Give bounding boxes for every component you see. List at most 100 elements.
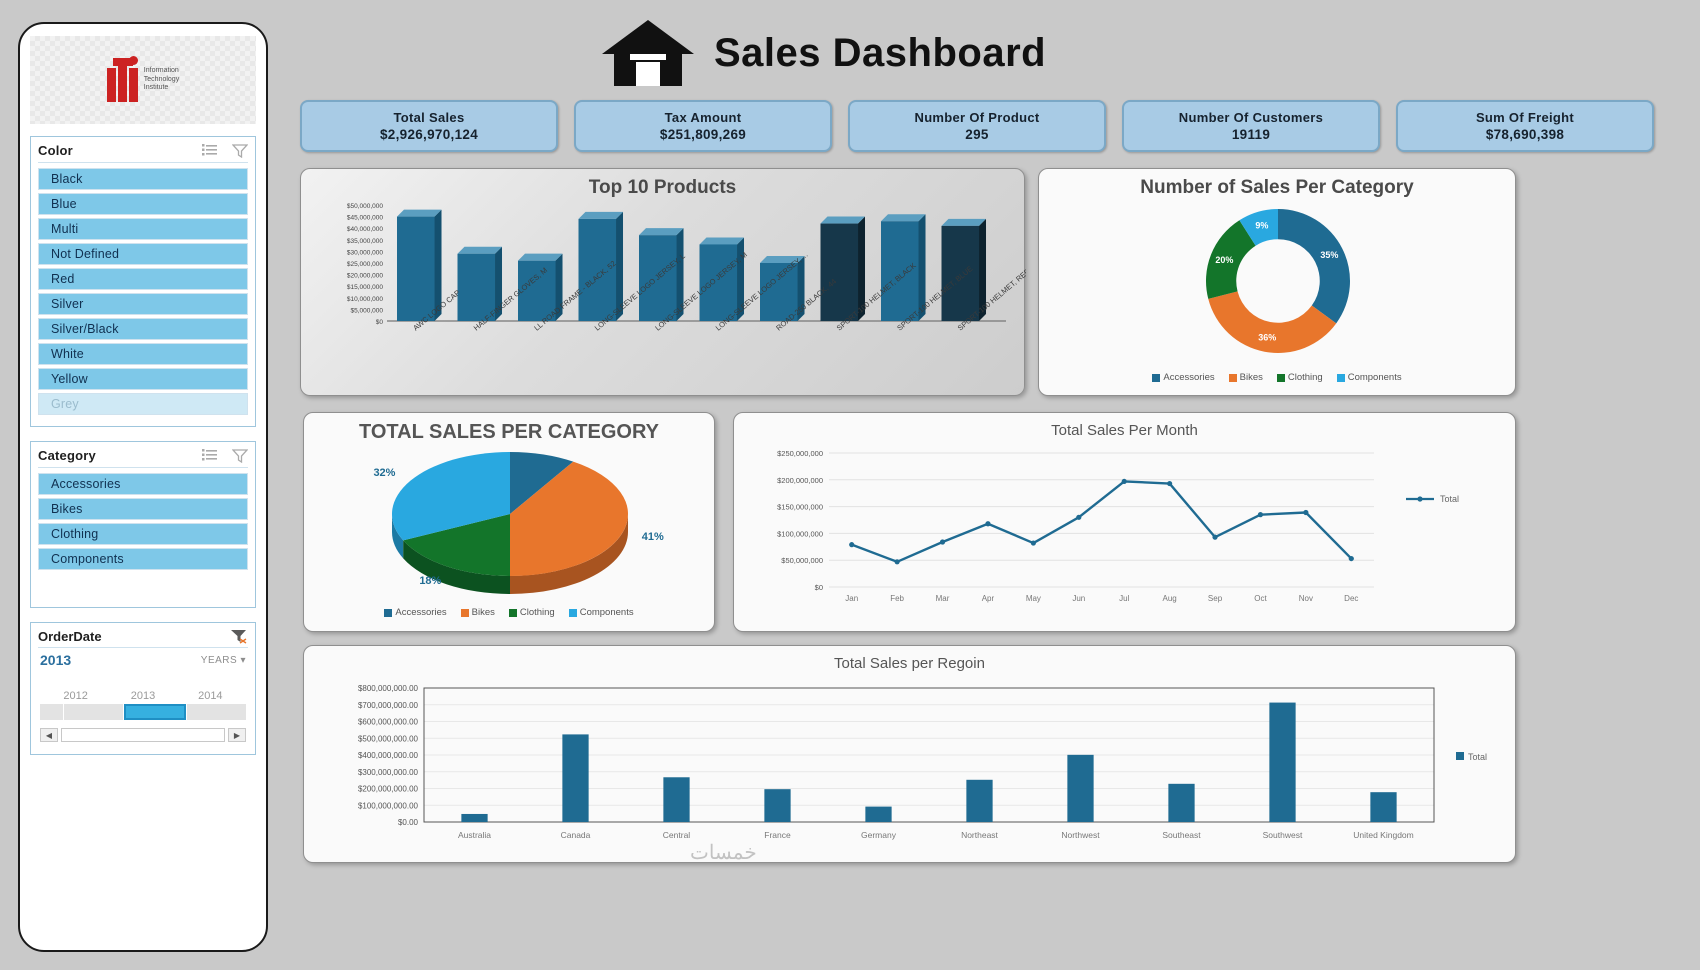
pie-plot: 9% 41% 18% 32% xyxy=(373,434,664,594)
kpi-card-tax-amount[interactable]: Tax Amount $251,809,269 xyxy=(574,100,832,152)
svg-text:$200,000,000: $200,000,000 xyxy=(777,476,823,485)
timeline-year-label: 2014 xyxy=(198,690,223,702)
chevron-down-icon: ▾ xyxy=(240,654,246,666)
timeline-scrollbar[interactable]: ◀ ▶ xyxy=(38,728,248,742)
chart-title: Top 10 Products xyxy=(588,177,737,198)
timeline-cell-2013-selected[interactable] xyxy=(123,704,187,720)
svg-text:Sep: Sep xyxy=(1208,594,1223,603)
slicer-color-header: Color xyxy=(38,143,248,163)
slicer-item[interactable]: White xyxy=(38,343,248,365)
chart-number-of-sales-per-category[interactable]: Number of Sales Per Category 35% 36% 20% 9%… xyxy=(1038,168,1516,396)
slicer-item-disabled[interactable]: Grey xyxy=(38,393,248,415)
legend-item: Clothing xyxy=(508,607,555,618)
legend-label: Components xyxy=(1347,372,1402,383)
kpi-card-number-of-product[interactable]: Number Of Product 295 xyxy=(848,100,1106,152)
svg-text:$20,000,000: $20,000,000 xyxy=(347,273,384,280)
scroll-right-icon[interactable]: ▶ xyxy=(228,728,246,742)
svg-text:$300,000,000.00: $300,000,000.00 xyxy=(358,768,419,777)
chart-total-sales-per-region[interactable]: Total Sales per Regoin $800,000,000.00 $7… xyxy=(303,645,1516,863)
multi-select-icon[interactable] xyxy=(202,448,218,463)
chart-top-10-products[interactable]: Top 10 Products $50,000,000 $45,000,000 $4… xyxy=(300,168,1032,396)
timeline-scroll-track[interactable] xyxy=(61,728,225,742)
slicer-color: Color Black Blue Multi Not xyxy=(30,136,256,427)
logo-text: Information Technology Institute xyxy=(144,67,179,93)
svg-text:United Kingdom: United Kingdom xyxy=(1353,830,1413,840)
svg-text:Jan: Jan xyxy=(845,594,858,603)
slicer-category-items: Accessories Bikes Clothing Components xyxy=(38,473,248,570)
svg-text:$100,000,000: $100,000,000 xyxy=(777,529,823,538)
clear-filter-icon[interactable] xyxy=(232,448,248,463)
svg-text:20%: 20% xyxy=(1215,255,1233,265)
slicer-item[interactable]: Accessories xyxy=(38,473,248,495)
scroll-left-icon[interactable]: ◀ xyxy=(40,728,58,742)
svg-text:$10,000,000: $10,000,000 xyxy=(347,296,384,303)
kpi-value: $78,690,398 xyxy=(1485,127,1565,142)
legend-item: Accessories xyxy=(384,607,447,618)
slicer-item[interactable]: Black xyxy=(38,168,248,190)
kpi-card-total-sales[interactable]: Total Sales $2,926,970,124 xyxy=(300,100,558,152)
svg-text:Southeast: Southeast xyxy=(1162,830,1201,840)
timeline-cell-2012[interactable] xyxy=(64,704,123,720)
svg-text:9%: 9% xyxy=(544,444,560,446)
slicer-item[interactable]: Clothing xyxy=(38,523,248,545)
svg-text:18%: 18% xyxy=(419,575,441,587)
timeline-track[interactable] xyxy=(38,704,248,720)
donut-plot: 35% 36% 20% 9% xyxy=(1206,209,1350,354)
region-plot: $800,000,000.00 $700,000,000.00 $600,000,0… xyxy=(358,684,1487,840)
kpi-card-sum-of-freight[interactable]: Sum Of Freight $78,690,398 xyxy=(1396,100,1654,152)
kpi-label: Tax Amount xyxy=(664,110,742,125)
chart-title: TOTAL SALES PER CATEGORY xyxy=(358,421,660,443)
slicer-item[interactable]: Blue xyxy=(38,193,248,215)
chart-total-sales-per-month[interactable]: Total Sales Per Month $250,000,000 $200,0… xyxy=(733,412,1516,632)
slicer-item[interactable]: Yellow xyxy=(38,368,248,390)
legend-label: Bikes xyxy=(471,607,495,618)
kpi-row: Total Sales $2,926,970,124 Tax Amount $2… xyxy=(300,100,1654,152)
timeline-cell[interactable] xyxy=(40,704,64,720)
house-icon xyxy=(602,20,694,86)
kpi-card-number-of-customers[interactable]: Number Of Customers 19119 xyxy=(1122,100,1380,152)
svg-text:Jun: Jun xyxy=(1072,594,1085,603)
slicer-item[interactable]: Silver/Black xyxy=(38,318,248,340)
svg-text:$15,000,000: $15,000,000 xyxy=(347,284,384,291)
clear-timeline-filter-icon[interactable] xyxy=(230,629,248,644)
legend-item: Components xyxy=(568,607,634,618)
svg-text:$0.00: $0.00 xyxy=(398,818,419,827)
svg-text:$600,000,000.00: $600,000,000.00 xyxy=(358,718,419,727)
svg-text:Dec: Dec xyxy=(1344,594,1358,603)
legend-item: Clothing xyxy=(1276,372,1323,383)
legend-item: Components xyxy=(1336,372,1402,383)
timeline-cell-2014[interactable] xyxy=(187,704,246,720)
svg-text:$0: $0 xyxy=(815,583,823,592)
clear-filter-icon[interactable] xyxy=(232,143,248,158)
timeline-title: OrderDate xyxy=(38,629,102,644)
svg-text:May: May xyxy=(1026,594,1041,603)
svg-text:Northwest: Northwest xyxy=(1061,830,1100,840)
svg-text:Apr: Apr xyxy=(982,594,995,603)
svg-text:Nov: Nov xyxy=(1299,594,1313,603)
slicer-item[interactable]: Red xyxy=(38,268,248,290)
chart-total-sales-per-category[interactable]: TOTAL SALES PER CATEGORY 9% 41% 18% 32% Acc… xyxy=(303,412,715,632)
timeline-subheader: 2013 YEARS ▾ xyxy=(38,648,248,668)
timeline-selected-year: 2013 xyxy=(40,652,72,668)
kpi-label: Total Sales xyxy=(393,110,465,125)
slicer-color-items: Black Blue Multi Not Defined Red Silver … xyxy=(38,168,248,415)
timeline-level-dropdown[interactable]: YEARS ▾ xyxy=(201,655,246,666)
svg-text:$5,000,000: $5,000,000 xyxy=(350,307,383,314)
multi-select-icon[interactable] xyxy=(202,143,218,158)
slicer-item[interactable]: Not Defined xyxy=(38,243,248,265)
legend-item: Bikes xyxy=(1228,372,1263,383)
slicer-category-title: Category xyxy=(38,448,96,463)
slicer-item[interactable]: Components xyxy=(38,548,248,570)
slicer-item[interactable]: Silver xyxy=(38,293,248,315)
svg-text:Jul: Jul xyxy=(1119,594,1129,603)
page-title: Sales Dashboard xyxy=(714,30,1047,75)
timeline-year-label: 2012 xyxy=(63,690,88,702)
svg-text:Australia: Australia xyxy=(458,830,491,840)
legend-item: Bikes xyxy=(460,607,495,618)
svg-text:Total: Total xyxy=(1468,752,1487,762)
slicer-item[interactable]: Multi xyxy=(38,218,248,240)
logo-line-1: Information xyxy=(143,66,179,74)
slicer-item[interactable]: Bikes xyxy=(38,498,248,520)
iti-logo: Information Technology Institute xyxy=(30,36,256,124)
